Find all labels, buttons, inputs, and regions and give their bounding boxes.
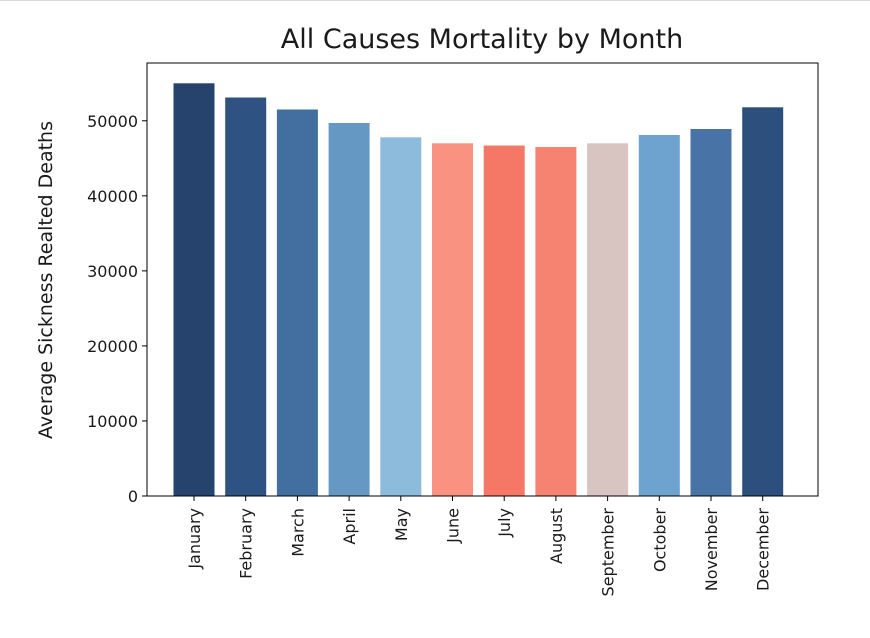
bar-december (742, 107, 784, 497)
x-tick-label: August (547, 508, 566, 564)
y-tick-label: 30000 (87, 262, 138, 281)
x-tick-label: April (340, 508, 359, 545)
x-tick-label: June (444, 508, 463, 544)
x-axis: January February March April May June July Augu… (185, 496, 773, 596)
chart-title: All Causes Mortality by Month (281, 24, 683, 55)
y-axis: 0 10000 20000 30000 40000 50000 (87, 112, 147, 506)
bar-october (638, 135, 680, 496)
y-tick-label: 10000 (87, 412, 138, 431)
y-tick-label: 50000 (87, 112, 138, 131)
x-tick-label: January (185, 508, 204, 570)
plot-frame (146, 62, 819, 497)
x-tick-label: May (392, 508, 411, 541)
bar-august (535, 147, 577, 496)
x-tick-label: October (650, 508, 669, 572)
x-tick-label: November (702, 508, 721, 592)
y-axis-label: Average Sickness Realted Deaths (35, 121, 57, 439)
bar-february (225, 97, 267, 496)
x-tick-label: March (288, 508, 307, 557)
y-tick-label: 0 (128, 487, 138, 506)
bar-june (432, 143, 473, 497)
x-tick-label: July (495, 508, 514, 538)
x-tick-label: February (237, 508, 256, 579)
bar-january (173, 83, 215, 497)
bar-march (276, 109, 318, 496)
x-tick-label: December (754, 508, 773, 591)
bar-september (587, 143, 629, 497)
bar-july (483, 145, 525, 496)
y-tick-label: 20000 (87, 337, 138, 356)
bar-november (690, 129, 732, 496)
bar-april (328, 123, 370, 496)
top-divider (0, 0, 870, 1)
bars-group (173, 83, 784, 497)
bar-may (380, 137, 422, 497)
x-tick-label: September (599, 508, 618, 597)
y-tick-label: 40000 (87, 187, 138, 206)
